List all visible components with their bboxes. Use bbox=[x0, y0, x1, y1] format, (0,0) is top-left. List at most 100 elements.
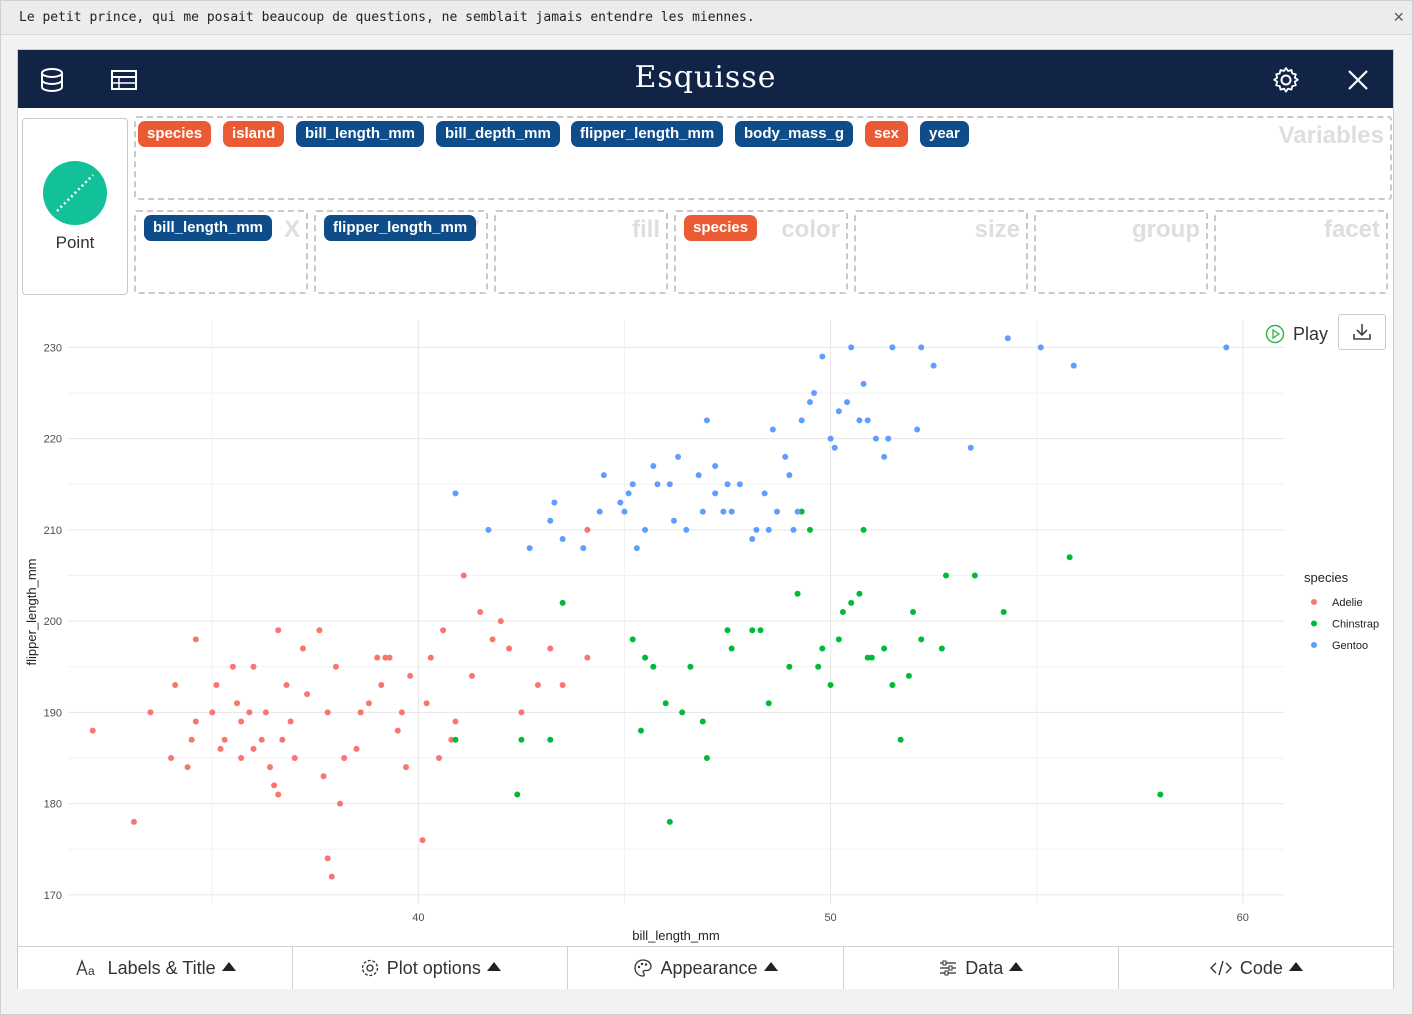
variable-badge-island[interactable]: island bbox=[223, 121, 285, 147]
app-title: Esquisse bbox=[634, 60, 777, 95]
y-tick-label: 230 bbox=[44, 342, 62, 354]
dropzone-label-color: color bbox=[781, 216, 840, 243]
point-gentoo bbox=[831, 444, 838, 451]
geom-label: Point bbox=[55, 233, 95, 252]
y-tick-label: 210 bbox=[44, 525, 62, 537]
point-chinstrap bbox=[848, 599, 855, 606]
tab-plot-options[interactable]: Plot options bbox=[293, 947, 569, 989]
point-gentoo bbox=[675, 453, 682, 460]
point-adelie bbox=[452, 718, 459, 725]
variable-badge-flipper-length-mm[interactable]: flipper_length_mm bbox=[571, 121, 724, 147]
point-gentoo bbox=[695, 472, 702, 479]
point-gentoo bbox=[596, 508, 603, 515]
tab-label: Appearance bbox=[660, 957, 758, 978]
dropzone-facet[interactable]: facet bbox=[1214, 210, 1388, 294]
legend-title: species bbox=[1304, 570, 1349, 585]
point-gentoo bbox=[753, 526, 760, 533]
point-chinstrap bbox=[728, 645, 735, 652]
tab-labels-title[interactable]: a Labels & Title bbox=[18, 947, 294, 989]
gear-icon[interactable] bbox=[1272, 66, 1300, 94]
point-chinstrap bbox=[806, 526, 813, 533]
point-adelie bbox=[407, 672, 414, 679]
point-chinstrap bbox=[938, 645, 945, 652]
point-adelie bbox=[398, 709, 405, 716]
point-adelie bbox=[275, 791, 282, 798]
download-button[interactable] bbox=[1338, 314, 1386, 350]
tab-label: Labels & Title bbox=[107, 957, 216, 978]
point-adelie bbox=[304, 691, 311, 698]
dropzone-size[interactable]: size bbox=[854, 210, 1028, 294]
point-chinstrap bbox=[757, 627, 764, 634]
point-gentoo bbox=[794, 508, 801, 515]
tab-code[interactable]: Code bbox=[1118, 947, 1394, 989]
point-adelie bbox=[258, 736, 265, 743]
point-adelie bbox=[423, 700, 430, 707]
point-adelie bbox=[266, 764, 273, 771]
text-aa-icon: a bbox=[75, 958, 101, 978]
point-gentoo bbox=[864, 417, 871, 424]
point-gentoo bbox=[654, 481, 661, 488]
variable-badge-bill-depth-mm[interactable]: bill_depth_mm bbox=[436, 121, 560, 147]
point-chinstrap bbox=[518, 736, 525, 743]
assigned-badge-color[interactable]: species bbox=[684, 215, 758, 241]
point-adelie bbox=[332, 663, 339, 670]
point-chinstrap bbox=[547, 736, 554, 743]
point-chinstrap bbox=[827, 682, 834, 688]
point-adelie bbox=[192, 718, 199, 725]
point-gentoo bbox=[1037, 344, 1044, 351]
point-adelie bbox=[559, 682, 566, 688]
point-gentoo bbox=[728, 508, 735, 515]
dropzone-group[interactable]: group bbox=[1034, 210, 1208, 294]
database-icon[interactable] bbox=[38, 66, 66, 94]
y-tick-label: 220 bbox=[44, 434, 62, 446]
point-adelie bbox=[168, 755, 175, 761]
tab-appearance[interactable]: Appearance bbox=[568, 947, 844, 989]
point-adelie bbox=[374, 654, 381, 661]
close-icon[interactable] bbox=[1344, 66, 1372, 94]
point-adelie bbox=[184, 764, 191, 771]
variable-badge-bill-length-mm[interactable]: bill_length_mm bbox=[296, 121, 425, 147]
point-adelie bbox=[262, 709, 269, 716]
point-chinstrap bbox=[1000, 609, 1007, 615]
point-chinstrap bbox=[835, 636, 842, 643]
point-gentoo bbox=[848, 344, 855, 351]
point-chinstrap bbox=[687, 663, 694, 670]
point-gentoo bbox=[967, 444, 974, 451]
point-gentoo bbox=[749, 536, 756, 542]
point-chinstrap bbox=[662, 700, 669, 707]
point-adelie bbox=[291, 755, 298, 761]
variable-badge-species[interactable]: species bbox=[138, 121, 212, 147]
point-gentoo bbox=[551, 499, 558, 506]
point-adelie bbox=[506, 645, 513, 652]
banner-close-button[interactable]: × bbox=[1393, 7, 1404, 27]
play-button[interactable]: Play bbox=[1265, 320, 1328, 348]
point-adelie bbox=[209, 709, 216, 716]
geom-selector[interactable]: Point bbox=[22, 118, 128, 295]
point-adelie bbox=[394, 727, 401, 734]
point-adelie bbox=[584, 526, 591, 533]
point-chinstrap bbox=[699, 718, 706, 725]
variable-badge-body-mass-g[interactable]: body_mass_g bbox=[735, 121, 854, 147]
legend-label-adelie: Adelie bbox=[1332, 597, 1363, 609]
point-adelie bbox=[130, 818, 137, 825]
point-chinstrap bbox=[910, 609, 917, 615]
variable-badge-year[interactable]: year bbox=[920, 121, 969, 147]
assigned-badge-y[interactable]: flipper_length_mm bbox=[324, 215, 477, 241]
point-adelie bbox=[250, 745, 257, 752]
point-adelie bbox=[440, 627, 447, 634]
point-chinstrap bbox=[666, 818, 673, 825]
dropzone-fill[interactable]: fill bbox=[494, 210, 668, 294]
assigned-badge-x[interactable]: bill_length_mm bbox=[144, 215, 273, 241]
legend-label-gentoo: Gentoo bbox=[1332, 640, 1368, 652]
point-gentoo bbox=[625, 490, 632, 497]
point-adelie bbox=[365, 700, 372, 707]
point-adelie bbox=[217, 745, 224, 752]
table-icon[interactable] bbox=[110, 66, 138, 94]
point-adelie bbox=[89, 727, 96, 734]
dropzone-label-group: group bbox=[1132, 216, 1200, 243]
tab-data[interactable]: Data bbox=[843, 947, 1119, 989]
variable-badge-sex[interactable]: sex bbox=[865, 121, 909, 147]
point-gentoo bbox=[666, 481, 673, 488]
caret-up-icon bbox=[763, 962, 778, 971]
point-adelie bbox=[221, 736, 228, 743]
